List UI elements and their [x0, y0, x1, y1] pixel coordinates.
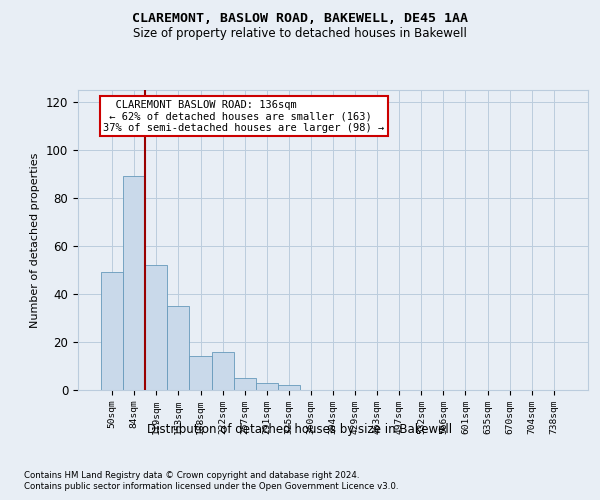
Y-axis label: Number of detached properties: Number of detached properties	[31, 152, 40, 328]
Bar	[256, 383, 278, 390]
Text: Distribution of detached houses by size in Bakewell: Distribution of detached houses by size …	[148, 422, 452, 436]
Bar	[212, 352, 233, 390]
Text: Contains public sector information licensed under the Open Government Licence v3: Contains public sector information licen…	[24, 482, 398, 491]
Bar	[233, 378, 256, 390]
Text: Size of property relative to detached houses in Bakewell: Size of property relative to detached ho…	[133, 28, 467, 40]
Bar	[145, 265, 167, 390]
Bar	[167, 306, 190, 390]
Text: CLAREMONT, BASLOW ROAD, BAKEWELL, DE45 1AA: CLAREMONT, BASLOW ROAD, BAKEWELL, DE45 1…	[132, 12, 468, 26]
Text: CLAREMONT BASLOW ROAD: 136sqm
 ← 62% of detached houses are smaller (163)
37% of: CLAREMONT BASLOW ROAD: 136sqm ← 62% of d…	[103, 100, 385, 133]
Bar	[123, 176, 145, 390]
Bar	[101, 272, 123, 390]
Bar	[278, 385, 300, 390]
Bar	[190, 356, 212, 390]
Text: Contains HM Land Registry data © Crown copyright and database right 2024.: Contains HM Land Registry data © Crown c…	[24, 471, 359, 480]
